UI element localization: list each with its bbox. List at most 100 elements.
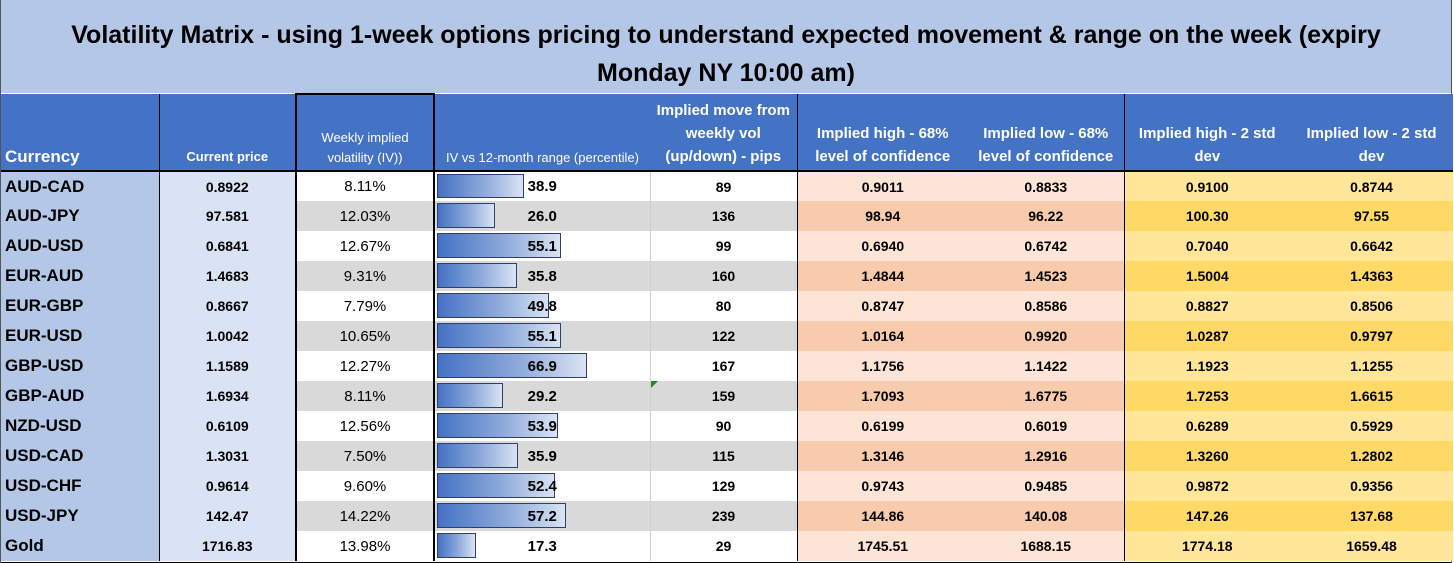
price-cell[interactable]: 1.4683	[159, 261, 297, 291]
implied-high-68-cell[interactable]: 0.8747	[797, 291, 968, 321]
percentile-cell[interactable]: 57.2	[434, 501, 650, 531]
implied-low-68-cell[interactable]: 1.4523	[968, 261, 1125, 291]
price-cell[interactable]: 142.47	[159, 501, 297, 531]
percentile-cell[interactable]: 35.9	[434, 441, 650, 471]
implied-move-cell[interactable]: 159	[649, 381, 798, 411]
implied-high-68-cell[interactable]: 98.94	[797, 201, 968, 231]
currency-cell[interactable]: GBP-USD	[1, 351, 160, 381]
implied-low-2sd-cell[interactable]: 1659.48	[1290, 531, 1453, 561]
currency-cell[interactable]: EUR-GBP	[1, 291, 160, 321]
currency-cell[interactable]: USD-JPY	[1, 501, 160, 531]
currency-cell[interactable]: Gold	[1, 531, 160, 561]
implied-high-2sd-cell[interactable]: 1.1923	[1124, 351, 1290, 381]
percentile-cell[interactable]: 52.4	[434, 471, 650, 501]
implied-high-2sd-cell[interactable]: 1.0287	[1124, 321, 1290, 351]
percentile-cell[interactable]: 26.0	[434, 201, 650, 231]
implied-high-68-cell[interactable]: 144.86	[797, 501, 968, 531]
iv-cell[interactable]: 10.65%	[295, 321, 435, 351]
implied-low-68-cell[interactable]: 0.9485	[968, 471, 1125, 501]
implied-high-2sd-cell[interactable]: 1.7253	[1124, 381, 1290, 411]
header-implied-move[interactable]: Implied move from weekly vol (up/down) -…	[650, 94, 798, 172]
implied-low-2sd-cell[interactable]: 1.4363	[1290, 261, 1453, 291]
implied-move-cell[interactable]: 122	[649, 321, 798, 351]
price-cell[interactable]: 97.581	[159, 201, 297, 231]
price-cell[interactable]: 1716.83	[159, 531, 297, 561]
currency-cell[interactable]: USD-CHF	[1, 471, 160, 501]
price-cell[interactable]: 1.3031	[159, 441, 297, 471]
price-cell[interactable]: 1.1589	[159, 351, 297, 381]
implied-high-68-cell[interactable]: 0.6199	[797, 411, 968, 441]
header-iv-range[interactable]: IV vs 12-month range (percentile)	[434, 94, 650, 172]
implied-move-cell[interactable]: 115	[649, 441, 798, 471]
header-weekly-iv[interactable]: Weekly implied volatility (IV))	[295, 93, 435, 172]
iv-cell[interactable]: 13.98%	[295, 531, 435, 561]
price-cell[interactable]: 0.6841	[159, 231, 297, 261]
iv-cell[interactable]: 12.67%	[295, 231, 435, 261]
implied-move-cell[interactable]: 29	[649, 531, 798, 561]
percentile-cell[interactable]: 55.1	[434, 321, 650, 351]
iv-cell[interactable]: 8.11%	[295, 381, 435, 411]
implied-high-2sd-cell[interactable]: 0.9100	[1124, 171, 1290, 201]
implied-low-2sd-cell[interactable]: 0.6642	[1290, 231, 1453, 261]
iv-cell[interactable]: 7.79%	[295, 291, 435, 321]
currency-cell[interactable]: GBP-AUD	[1, 381, 160, 411]
percentile-cell[interactable]: 38.9	[434, 171, 650, 201]
implied-low-2sd-cell[interactable]: 0.9356	[1290, 471, 1453, 501]
implied-low-68-cell[interactable]: 0.8586	[968, 291, 1125, 321]
implied-low-2sd-cell[interactable]: 137.68	[1290, 501, 1453, 531]
implied-high-2sd-cell[interactable]: 0.6289	[1124, 411, 1290, 441]
header-currency[interactable]: Currency	[1, 94, 160, 172]
iv-cell[interactable]: 8.11%	[295, 171, 435, 201]
implied-move-cell[interactable]: 239	[649, 501, 798, 531]
currency-cell[interactable]: EUR-USD	[1, 321, 160, 351]
percentile-cell[interactable]: 35.8	[434, 261, 650, 291]
iv-cell[interactable]: 9.31%	[295, 261, 435, 291]
implied-low-2sd-cell[interactable]: 0.5929	[1290, 411, 1453, 441]
iv-cell[interactable]: 14.22%	[295, 501, 435, 531]
implied-high-2sd-cell[interactable]: 1774.18	[1124, 531, 1290, 561]
currency-cell[interactable]: USD-CAD	[1, 441, 160, 471]
iv-cell[interactable]: 12.27%	[295, 351, 435, 381]
implied-move-cell[interactable]: 129	[649, 471, 798, 501]
implied-high-2sd-cell[interactable]: 0.7040	[1124, 231, 1290, 261]
implied-high-68-cell[interactable]: 1.4844	[797, 261, 968, 291]
iv-cell[interactable]: 7.50%	[295, 441, 435, 471]
price-cell[interactable]: 1.0042	[159, 321, 297, 351]
header-implied-low-68[interactable]: Implied low - 68% level of confidence	[968, 94, 1125, 172]
implied-high-2sd-cell[interactable]: 0.8827	[1124, 291, 1290, 321]
percentile-cell[interactable]: 17.3	[434, 531, 650, 561]
percentile-cell[interactable]: 55.1	[434, 231, 650, 261]
implied-move-cell[interactable]: 89	[649, 171, 798, 201]
implied-low-2sd-cell[interactable]: 0.8506	[1290, 291, 1453, 321]
implied-low-2sd-cell[interactable]: 1.6615	[1290, 381, 1453, 411]
implied-low-2sd-cell[interactable]: 1.1255	[1290, 351, 1453, 381]
implied-high-68-cell[interactable]: 1745.51	[797, 531, 968, 561]
implied-high-2sd-cell[interactable]: 147.26	[1124, 501, 1290, 531]
implied-high-2sd-cell[interactable]: 0.9872	[1124, 471, 1290, 501]
implied-low-68-cell[interactable]: 0.6019	[968, 411, 1125, 441]
implied-low-68-cell[interactable]: 0.8833	[968, 171, 1125, 201]
implied-move-cell[interactable]: 160	[649, 261, 798, 291]
percentile-cell[interactable]: 66.9	[434, 351, 650, 381]
implied-low-68-cell[interactable]: 0.9920	[968, 321, 1125, 351]
implied-low-68-cell[interactable]: 96.22	[968, 201, 1125, 231]
price-cell[interactable]: 0.6109	[159, 411, 297, 441]
iv-cell[interactable]: 12.03%	[295, 201, 435, 231]
implied-low-68-cell[interactable]: 0.6742	[968, 231, 1125, 261]
implied-low-2sd-cell[interactable]: 0.8744	[1290, 171, 1453, 201]
percentile-cell[interactable]: 49.8	[434, 291, 650, 321]
header-implied-high-68[interactable]: Implied high - 68% level of confidence	[797, 94, 968, 172]
implied-move-cell[interactable]: 99	[649, 231, 798, 261]
implied-low-68-cell[interactable]: 1.6775	[968, 381, 1125, 411]
implied-high-2sd-cell[interactable]: 1.5004	[1124, 261, 1290, 291]
header-implied-low-2sd[interactable]: Implied low - 2 std dev	[1290, 94, 1453, 172]
implied-move-cell[interactable]: 90	[649, 411, 798, 441]
header-implied-high-2sd[interactable]: Implied high - 2 std dev	[1124, 94, 1290, 172]
currency-cell[interactable]: AUD-USD	[1, 231, 160, 261]
implied-low-68-cell[interactable]: 1.1422	[968, 351, 1125, 381]
implied-low-68-cell[interactable]: 1688.15	[968, 531, 1125, 561]
implied-high-68-cell[interactable]: 0.6940	[797, 231, 968, 261]
implied-high-68-cell[interactable]: 1.0164	[797, 321, 968, 351]
implied-low-68-cell[interactable]: 1.2916	[968, 441, 1125, 471]
implied-low-2sd-cell[interactable]: 97.55	[1290, 201, 1453, 231]
